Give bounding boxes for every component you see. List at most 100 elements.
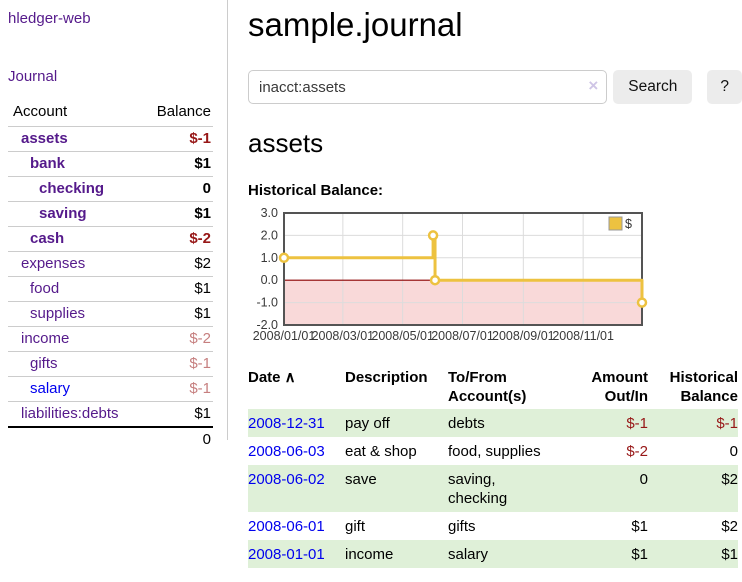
accounts-total-row: 0 [8, 426, 213, 452]
legend-swatch [608, 216, 623, 231]
register-col-label: Date [248, 369, 281, 386]
account-link[interactable]: cash [30, 230, 65, 247]
account-balance: $1 [140, 201, 213, 227]
search-button[interactable]: Search [613, 70, 693, 104]
register-col-to-from-account-s-: To/From Account(s) [448, 365, 563, 409]
transaction-date-link[interactable]: 2008-01-01 [248, 546, 325, 563]
register-col-historical-balance: Historical Balance [648, 365, 738, 409]
account-balance: $-1 [140, 376, 213, 402]
account-link[interactable]: expenses [21, 255, 86, 272]
y-tick-label: 2.0 [261, 228, 278, 242]
accounts-header-account: Account [13, 103, 68, 120]
register-header-row: Date ∧ Description To/From Account(s) Amoun… [248, 365, 738, 409]
transaction-description: save [345, 471, 377, 488]
y-tick-label: 1.0 [261, 251, 278, 265]
chart-point-marker [278, 252, 290, 264]
main-content: sample.journal × Search ? assets Histori… [248, 0, 742, 568]
x-tick-label: 2008/03/01 [312, 329, 375, 343]
account-row: bank $1 [8, 151, 213, 177]
account-row: income $-2 [8, 326, 213, 352]
transaction-date-link[interactable]: 2008-06-02 [248, 471, 325, 488]
transaction-date-link[interactable]: 2008-12-31 [248, 415, 325, 432]
search-form: × Search ? [248, 70, 742, 104]
register-col-amount-out-in: Amount Out/In [563, 365, 648, 409]
account-link[interactable]: saving [39, 205, 87, 222]
account-link[interactable]: liabilities:debts [21, 405, 119, 422]
transaction-accounts: gifts [448, 518, 476, 535]
transaction-amount: $1 [631, 546, 648, 563]
account-balance: $-1 [140, 351, 213, 377]
account-balance: $1 [140, 151, 213, 177]
transaction-amount: $1 [631, 518, 648, 535]
register-row: 2008-06-02 save saving, checking 0 $2 [248, 465, 738, 512]
transaction-description: gift [345, 518, 366, 535]
transaction-amount: $-2 [626, 443, 648, 460]
transaction-date-cell: 2008-06-02 [248, 465, 345, 512]
register-col-label: Historical Balance [669, 369, 738, 405]
transaction-date-link[interactable]: 2008-06-03 [248, 443, 325, 460]
search-box: × [248, 70, 608, 104]
account-row: expenses $2 [8, 251, 213, 277]
register-table: Date ∧ Description To/From Account(s) Amoun… [248, 365, 738, 568]
account-row: cash $-2 [8, 226, 213, 252]
account-row: liabilities:debts $1 [8, 401, 213, 427]
register-col-label: Amount Out/In [591, 369, 648, 405]
brand-link[interactable]: hledger-web [8, 10, 91, 27]
register-body: 2008-12-31 pay off debts $-1 $-1 2008-06-03 ea… [248, 409, 738, 568]
account-link[interactable]: checking [39, 180, 105, 197]
account-balance: $-1 [140, 126, 213, 152]
account-link[interactable]: salary [30, 380, 71, 397]
account-link[interactable]: assets [21, 130, 68, 147]
account-balance: $1 [140, 401, 213, 427]
nav-journal-link[interactable]: Journal [8, 68, 58, 85]
account-link[interactable]: gifts [30, 355, 58, 372]
transaction-balance: $2 [721, 471, 738, 488]
register-row: 2008-06-01 gift gifts $1 $2 [248, 512, 738, 540]
x-tick-label: 2008/07/01 [431, 329, 494, 343]
register-row: 2008-06-03 eat & shop food, supplies $-2 0 [248, 437, 738, 465]
account-row: supplies $1 [8, 301, 213, 327]
account-balance: $2 [140, 251, 213, 277]
register-col-description: Description [345, 365, 448, 409]
account-link[interactable]: supplies [30, 305, 86, 322]
account-balance: $1 [140, 301, 213, 327]
transaction-amount: $-1 [626, 415, 648, 432]
y-tick-label: 3.0 [261, 207, 278, 220]
account-heading: assets [248, 128, 324, 158]
transaction-accounts: food, supplies [448, 443, 541, 460]
legend-label: $ [625, 217, 632, 231]
transaction-date-cell: 2008-12-31 [248, 409, 345, 437]
y-tick-label: 0.0 [261, 273, 278, 287]
search-input[interactable] [248, 70, 608, 104]
help-button[interactable]: ? [707, 70, 742, 104]
account-balance: 0 [140, 176, 213, 202]
account-link[interactable]: food [30, 280, 60, 297]
sidebar: hledger-web Journal Account Balance asse… [0, 0, 228, 452]
chart-border [283, 212, 643, 326]
chart-point-marker [427, 230, 439, 241]
balance-chart: $3.0 2.0 1.0 0.0 -1.0 -2.0 2008/01/01 2008/03/0… [248, 206, 742, 349]
accounts-header-balance: Balance [156, 103, 211, 120]
account-link[interactable]: income [21, 330, 70, 347]
accounts-body: assets $-1 bank $1 checking 0 saving $1 cash $-2 e… [8, 126, 213, 427]
transaction-accounts: debts [448, 415, 485, 432]
accounts-total: 0 [8, 426, 213, 452]
chart-title: Historical Balance: [248, 182, 384, 199]
transaction-date-cell: 2008-01-01 [248, 540, 345, 568]
account-row: food $1 [8, 276, 213, 302]
transaction-amount: 0 [639, 471, 648, 488]
account-row: assets $-1 [8, 126, 213, 152]
account-balance: $-2 [140, 326, 213, 352]
x-tick-label: 2008/01/01 [253, 329, 316, 343]
accounts-header-row: Account Balance [8, 100, 213, 127]
account-row: salary $-1 [8, 376, 213, 402]
account-link[interactable]: bank [30, 155, 66, 172]
clear-search-icon[interactable]: × [588, 76, 599, 95]
register-col-date[interactable]: Date ∧ [248, 365, 345, 409]
transaction-date-cell: 2008-06-03 [248, 437, 345, 465]
transaction-date-cell: 2008-06-01 [248, 512, 345, 540]
transaction-balance: 0 [729, 443, 738, 460]
x-tick-label: 2008/09/01 [492, 329, 555, 343]
transaction-date-link[interactable]: 2008-06-01 [248, 518, 325, 535]
accounts-table: Account Balance assets $-1 bank $1 checking 0… [8, 100, 213, 452]
